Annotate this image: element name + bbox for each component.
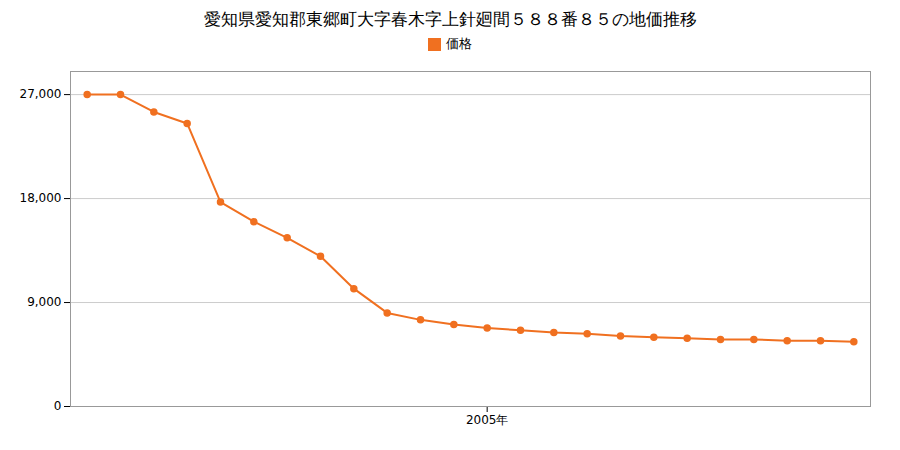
svg-text:0: 0 bbox=[54, 399, 62, 413]
svg-text:18,000: 18,000 bbox=[20, 191, 62, 205]
html-text:愛知県愛知郡東郷町大字春木字上針廻間５８８番８５の地価推移: 愛知県愛知郡東郷町大字春木字上針廻間５８８番８５の地価推移 bbox=[203, 9, 697, 29]
html-text:価格: 価格 bbox=[446, 36, 472, 51]
svg-text:27,000: 27,000 bbox=[20, 87, 62, 101]
svg-text:2005年: 2005年 bbox=[466, 413, 509, 427]
svg-text:9,000: 9,000 bbox=[27, 295, 61, 309]
